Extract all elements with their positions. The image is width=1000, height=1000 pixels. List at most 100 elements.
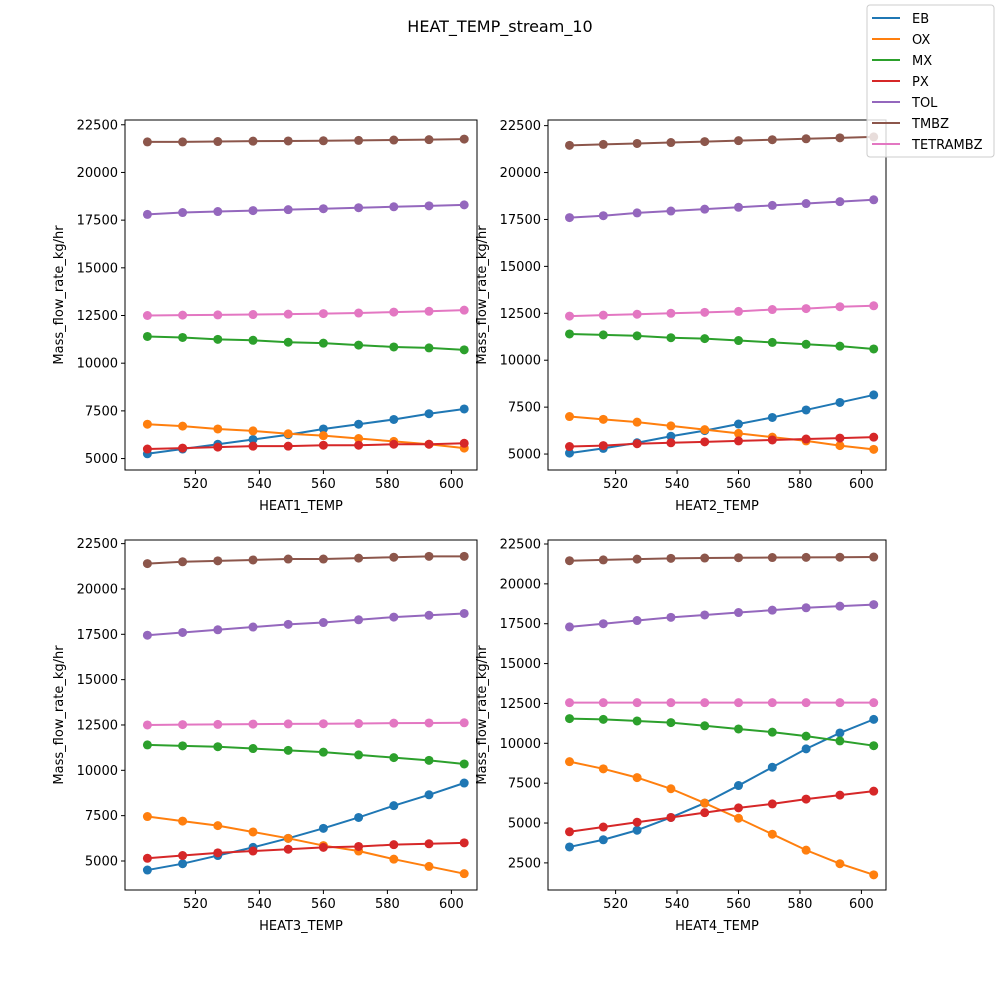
y-tick-label: 5000: [85, 452, 118, 467]
series-line-mx: [569, 717, 874, 747]
y-tick-label: 15000: [77, 261, 118, 276]
y-tick-label: 7500: [508, 401, 541, 416]
legend-label: TMBZ: [911, 117, 949, 132]
series-line-mx: [147, 743, 465, 765]
data-point: [598, 822, 608, 832]
data-point: [869, 552, 879, 562]
x-tick-label: 600: [849, 897, 874, 912]
data-point: [666, 308, 676, 318]
data-point: [767, 337, 777, 347]
data-point: [835, 859, 845, 869]
data-point: [835, 728, 845, 738]
subplot-heat3: 520 540 560 580 600 5000 7500 10000 12500 15000 17…: [52, 537, 478, 934]
data-point: [700, 553, 710, 563]
subplot-heat2: 520 540 560 580 600 5000 7500 10000 12500 15000 17…: [475, 119, 887, 514]
data-point: [213, 625, 223, 635]
data-point: [389, 414, 399, 424]
data-point: [632, 825, 642, 835]
data-point: [801, 134, 811, 144]
data-point: [869, 786, 879, 796]
data-point: [178, 137, 188, 147]
data-point: [869, 444, 879, 454]
data-point: [318, 719, 328, 729]
data-point: [734, 724, 744, 734]
data-point: [767, 435, 777, 445]
data-point: [565, 556, 575, 566]
x-tick-label: 560: [726, 477, 751, 492]
data-point: [389, 307, 399, 317]
x-tick-label: 580: [788, 477, 813, 492]
data-point: [213, 207, 223, 217]
data-point: [767, 200, 777, 210]
data-point: [700, 721, 710, 731]
x-tick-label: 600: [439, 477, 464, 492]
data-point: [354, 750, 364, 760]
data-point: [565, 448, 575, 458]
data-point: [666, 698, 676, 708]
data-point: [459, 718, 469, 728]
data-point: [248, 426, 258, 436]
data-point: [424, 409, 434, 419]
data-point: [734, 698, 744, 708]
data-point: [389, 753, 399, 763]
data-point: [734, 781, 744, 791]
data-point: [835, 736, 845, 746]
legend-frame: [866, 4, 995, 158]
data-point: [248, 434, 258, 444]
data-point: [142, 137, 152, 147]
series-tol: [565, 600, 879, 632]
series-eb: [565, 714, 879, 852]
data-point: [666, 612, 676, 622]
series-line-tmbz: [147, 138, 465, 143]
data-point: [178, 443, 188, 453]
series-tol: [142, 200, 469, 219]
data-point: [869, 600, 879, 610]
data-point: [767, 305, 777, 315]
y-tick-label: 10000: [500, 737, 541, 752]
data-point: [869, 870, 879, 880]
x-axis-label: HEAT4_TEMP: [675, 919, 759, 934]
data-point: [283, 337, 293, 347]
data-point: [869, 741, 879, 751]
data-point: [734, 608, 744, 618]
data-point: [459, 134, 469, 144]
data-point: [835, 698, 845, 708]
data-point: [318, 747, 328, 757]
data-point: [354, 308, 364, 318]
data-point: [283, 309, 293, 319]
series-mx: [142, 331, 469, 355]
data-point: [565, 698, 575, 708]
data-point: [565, 329, 575, 339]
y-tick-label: 17500: [77, 628, 118, 643]
data-point: [142, 311, 152, 320]
data-point: [213, 848, 223, 858]
series-eb: [565, 390, 879, 458]
data-point: [389, 840, 399, 850]
data-point: [283, 745, 293, 755]
data-point: [142, 419, 152, 429]
data-point: [598, 310, 608, 320]
data-point: [283, 429, 293, 439]
data-point: [178, 208, 188, 218]
data-point: [459, 345, 469, 355]
legend-label: PX: [912, 75, 929, 90]
data-point: [734, 202, 744, 212]
data-point: [424, 861, 434, 871]
data-point: [318, 424, 328, 434]
data-point: [666, 812, 676, 822]
y-axis-label: Mass_flow_rate_kg/hr: [52, 645, 67, 785]
data-point: [632, 208, 642, 218]
series-tmbz: [565, 132, 879, 150]
data-point: [213, 556, 223, 566]
data-point: [213, 821, 223, 831]
data-point: [666, 138, 676, 148]
data-point: [318, 204, 328, 214]
data-point: [565, 842, 575, 852]
series-tmbz: [142, 134, 469, 147]
data-point: [178, 859, 188, 869]
data-point: [598, 698, 608, 708]
series-mx: [565, 714, 879, 751]
data-point: [354, 440, 364, 450]
data-point: [424, 610, 434, 620]
data-point: [389, 135, 399, 145]
